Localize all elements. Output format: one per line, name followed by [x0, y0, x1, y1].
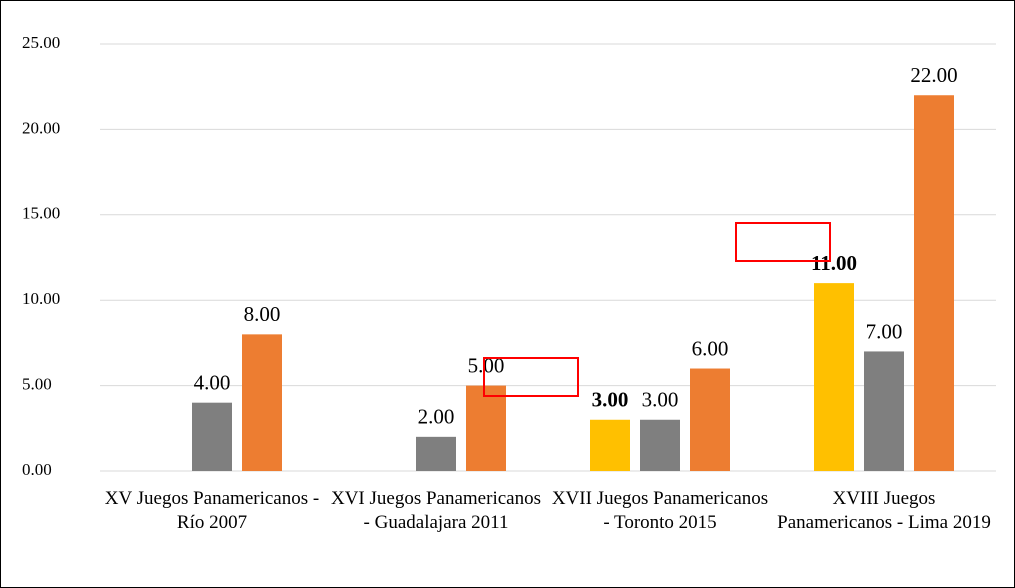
bar: [814, 283, 854, 471]
bar: [864, 351, 904, 471]
y-tick-label: 0.00: [22, 460, 52, 479]
bar: [416, 436, 456, 471]
y-tick-label: 15.00: [22, 204, 60, 223]
bar: [590, 419, 630, 471]
data-label: 7.00: [866, 319, 903, 343]
data-label: 6.00: [692, 336, 729, 360]
bar: [640, 419, 680, 471]
data-label: 4.00: [194, 370, 231, 394]
y-tick-label: 25.00: [22, 33, 60, 52]
data-label: 3.00: [642, 388, 679, 412]
data-label: 22.00: [910, 63, 957, 87]
data-label: 3.00: [592, 388, 629, 412]
bar: [242, 334, 282, 471]
bar: [192, 402, 232, 471]
highlight-box: [483, 357, 579, 397]
bar: [914, 95, 954, 472]
y-tick-label: 5.00: [22, 375, 52, 394]
highlight-box: [735, 222, 831, 262]
bar: [690, 368, 730, 471]
x-tick-label: XVII Juegos Panamericanos - Toronto 2015: [551, 488, 769, 533]
data-label: 11.00: [811, 251, 857, 275]
y-tick-label: 20.00: [22, 118, 60, 137]
x-tick-label: XVI Juegos Panamericanos - Guadalajara 2…: [330, 488, 541, 533]
x-tick-label: XVIII Juegos Panamericanos - Lima 2019: [777, 488, 991, 533]
bar: [466, 385, 506, 471]
y-tick-label: 10.00: [22, 289, 60, 308]
data-label: 8.00: [244, 302, 281, 326]
data-label: 2.00: [418, 405, 455, 429]
x-tick-label: XV Juegos Panamericanos - Río 2007: [104, 488, 320, 533]
